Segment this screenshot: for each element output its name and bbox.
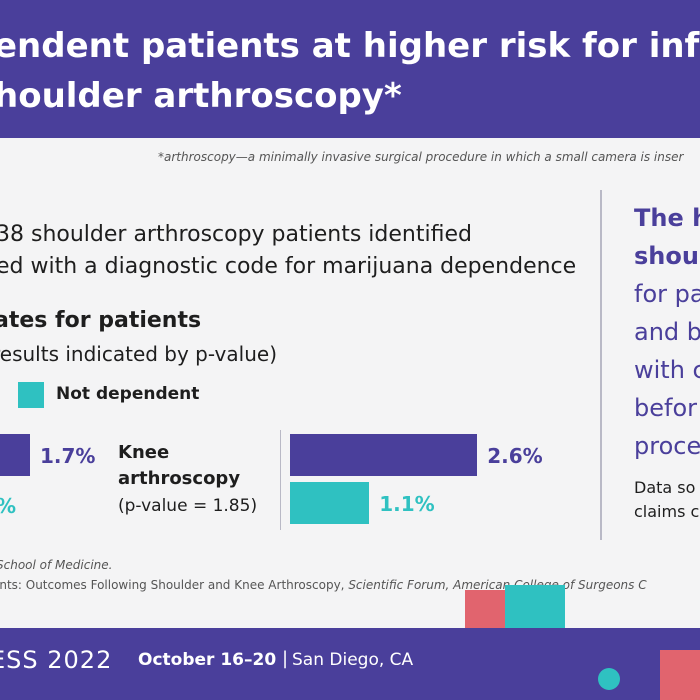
value-label-shoulder-dependent: 1.7% <box>40 444 96 468</box>
headline-line-2: houlder arthroscopy* <box>0 76 402 116</box>
footer-separator: | <box>282 648 289 669</box>
intro-line-2: ed with a diagnostic code for marijuana … <box>0 254 577 279</box>
right-panel-line-7: proce <box>634 432 700 460</box>
right-panel-line-3: for pa <box>634 280 700 308</box>
right-panel-line-6: befor <box>634 394 697 422</box>
footer-banner: ESS 2022 October 16–20 | San Diego, CA <box>0 628 700 700</box>
value-label-shoulder-not-dependent: % <box>0 494 16 518</box>
bar-knee-not-dependent <box>290 482 370 524</box>
headline-line-1: endent patients at higher risk for infec… <box>0 26 700 66</box>
legend-swatch-not-dependent <box>18 382 44 408</box>
value-label-knee-not-dependent: 1.1% <box>379 492 435 516</box>
rates-subtitle: results indicated by p-value) <box>0 342 277 366</box>
right-panel-divider <box>600 190 602 540</box>
right-panel-line-4: and b <box>634 318 700 346</box>
category-divider <box>280 430 281 530</box>
right-panel-source-line-1: Data so <box>634 478 696 497</box>
bar-knee-dependent <box>290 434 478 476</box>
intro-line-1: 38 shoulder arthroscopy patients identif… <box>0 222 472 247</box>
category-label-knee-line1: Knee <box>118 442 170 463</box>
right-panel-line-2: shoul <box>634 242 700 270</box>
source-line-1: School of Medicine. <box>0 558 113 572</box>
bar-shoulder-dependent <box>0 434 30 476</box>
footnote: *arthroscopy—a minimally invasive surgic… <box>158 150 684 164</box>
legend-label-not-dependent: Not dependent <box>56 384 200 404</box>
source-line-2-venue: Scientific Forum, American College of Su… <box>348 578 647 592</box>
right-panel-line-1: The h <box>634 204 700 232</box>
decorative-shape-pink-corner <box>660 650 700 700</box>
right-panel-source-line-2: claims c <box>634 502 700 521</box>
source-line-2-text: ints: Outcomes Following Shoulder and Kn… <box>0 578 349 592</box>
category-label-knee-line2: arthroscopy <box>118 468 241 489</box>
rates-title: ates for patients <box>0 308 202 333</box>
event-location: San Diego, CA <box>292 650 414 670</box>
source-line-2: ints: Outcomes Following Shoulder and Kn… <box>0 578 647 592</box>
event-dates: October 16–20 <box>138 650 277 670</box>
knee-p-value: (p-value = 1.85) <box>118 496 258 516</box>
right-panel-line-5: with c <box>634 356 700 384</box>
decorative-dot-teal <box>598 668 620 690</box>
value-label-knee-dependent: 2.6% <box>487 444 543 468</box>
event-name: ESS 2022 <box>0 646 113 674</box>
header-banner: endent patients at higher risk for infec… <box>0 0 700 138</box>
